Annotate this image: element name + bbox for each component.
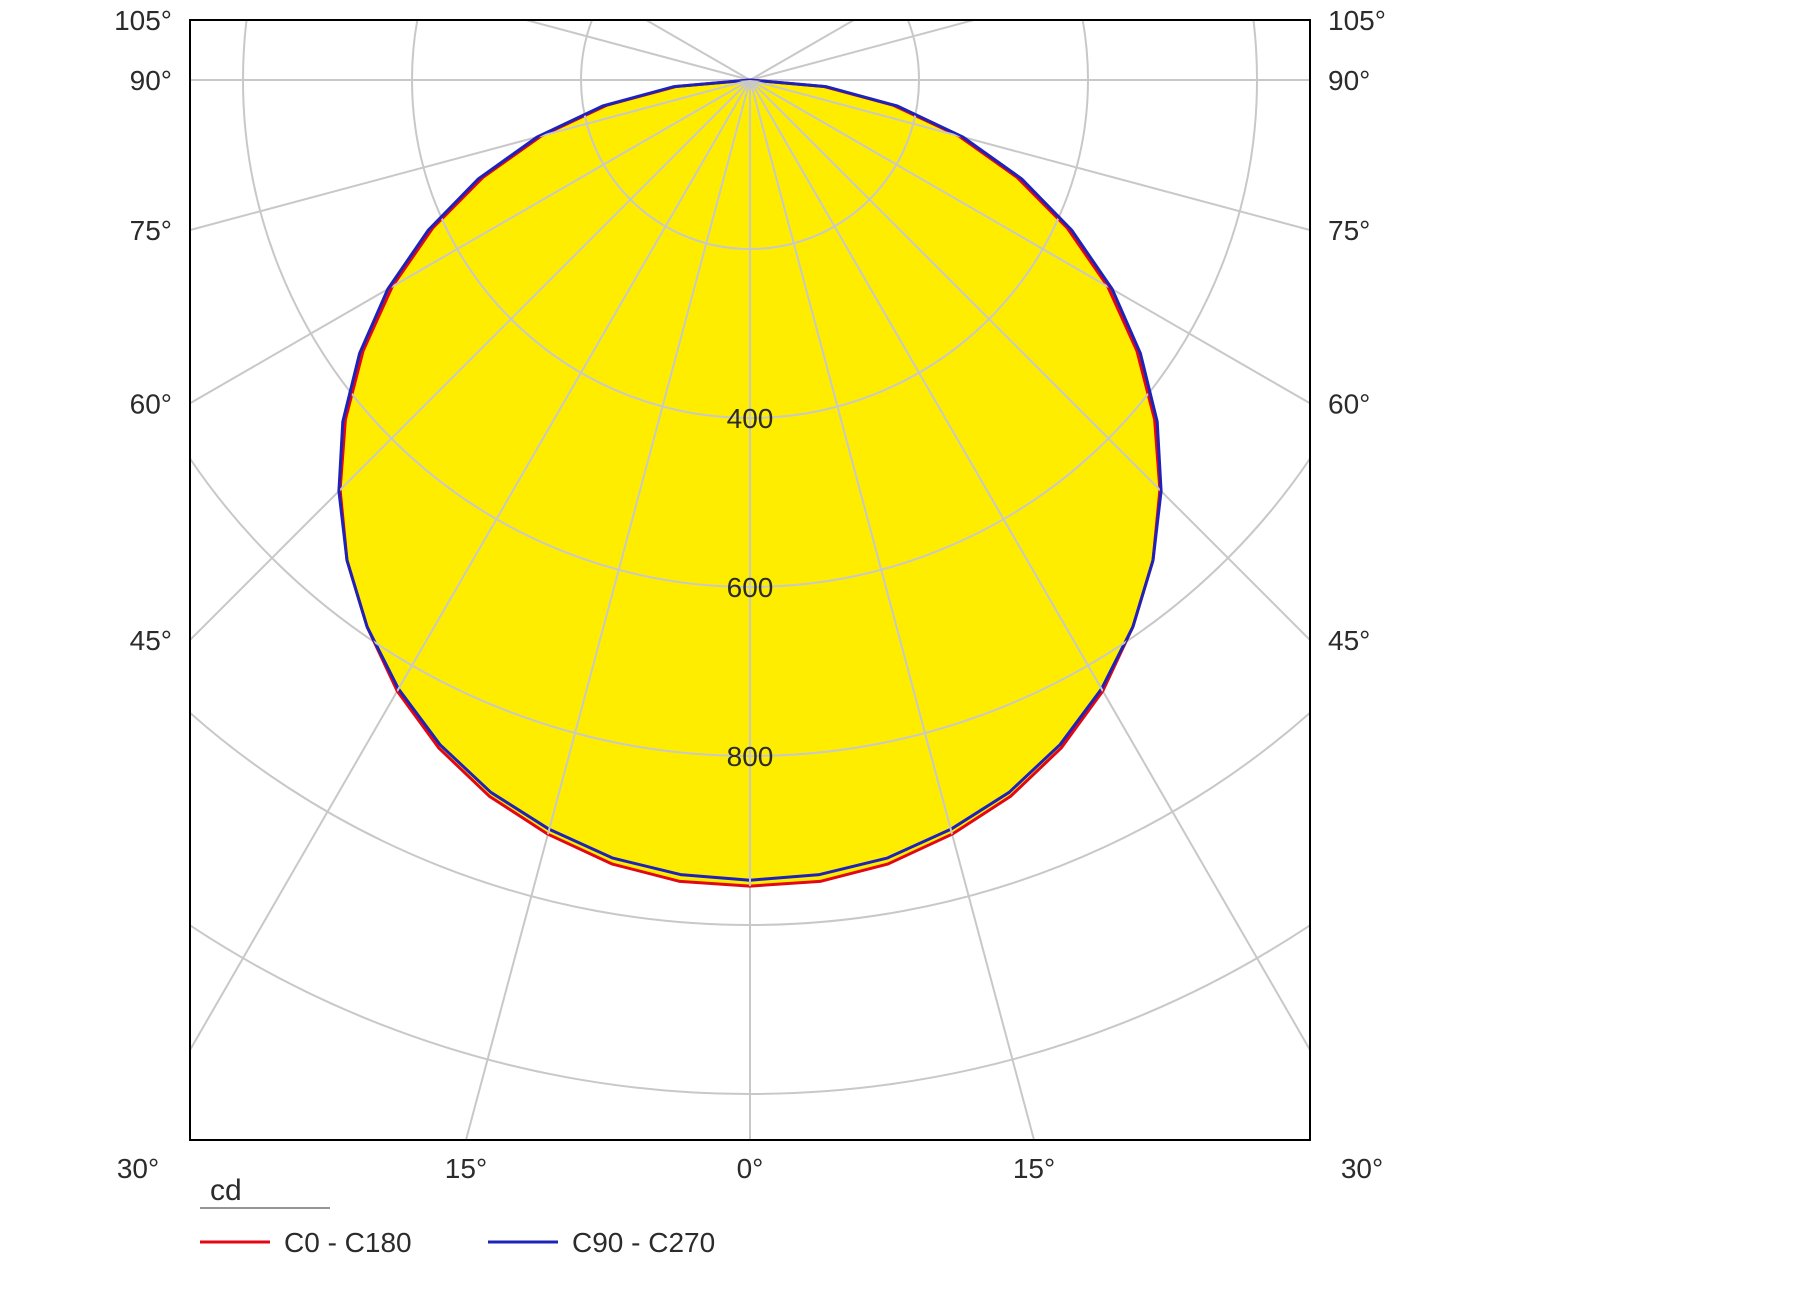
angle-label: 75° (130, 215, 172, 246)
polar-chart: 400 600 800 105° 90° 75° 60° 45° 30° 15° 0° 15° 30° 4… (0, 0, 1794, 1300)
angle-label: 15° (445, 1153, 487, 1184)
angle-label: 75° (1328, 215, 1370, 246)
angle-label: 0° (737, 1153, 764, 1184)
angle-label: 90° (130, 65, 172, 96)
angle-label: 105° (1328, 5, 1386, 36)
ring-label: 400 (727, 403, 774, 434)
ring-label: 800 (727, 741, 774, 772)
angle-label: 30° (1341, 1153, 1383, 1184)
legend-title: cd (210, 1174, 242, 1207)
angle-label: 45° (130, 625, 172, 656)
angle-label: 90° (1328, 65, 1370, 96)
angle-label: 60° (130, 388, 172, 419)
angle-label: 105° (114, 5, 172, 36)
legend-label-c0: C0 - C180 (284, 1227, 412, 1258)
angle-label: 60° (1328, 388, 1370, 419)
angle-label: 15° (1013, 1153, 1055, 1184)
legend-label-c90: C90 - C270 (572, 1227, 715, 1258)
angle-label: 45° (1328, 625, 1370, 656)
angle-label: 30° (117, 1153, 159, 1184)
ring-label: 600 (727, 572, 774, 603)
